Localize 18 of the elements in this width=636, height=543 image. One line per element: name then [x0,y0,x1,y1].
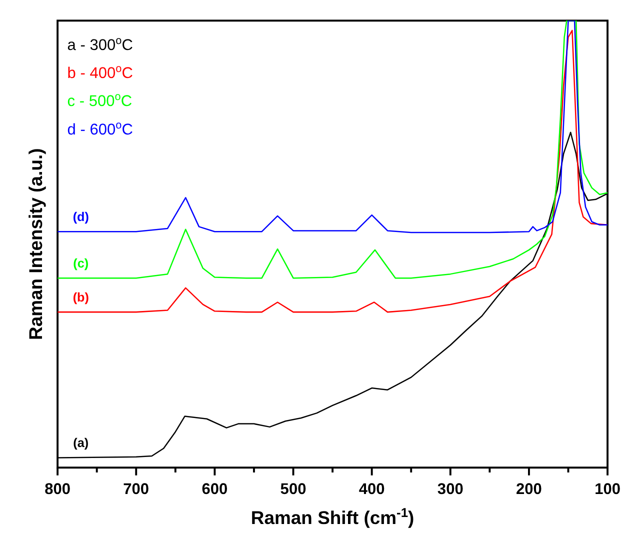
x-tick-label: 600 [202,480,228,498]
text: c - 500$^{o}$C [67,91,132,110]
x-tick-label: 200 [516,480,542,498]
text: d - 600$^{o}$C [67,119,133,138]
x-tick-label: 700 [123,480,150,498]
x-axis-title: Raman Shift (cm$^{-1}$) [250,504,414,528]
y-axis-title: Raman Intensity (a.u.) [25,148,46,340]
x-tick-label: 300 [437,480,464,498]
annotation: (a) [73,436,89,450]
x-tick-label: 100 [594,480,620,498]
annotation: (c) [73,256,89,270]
text: b - 400$^{o}$C [67,62,133,82]
x-tick-label: 800 [44,480,71,498]
x-tick-label: 400 [358,480,385,498]
x-tick-label: 500 [280,480,306,498]
annotation: (d) [72,210,89,224]
text: a - 300$^{o}$C [67,34,133,54]
annotation: (b) [72,290,89,304]
